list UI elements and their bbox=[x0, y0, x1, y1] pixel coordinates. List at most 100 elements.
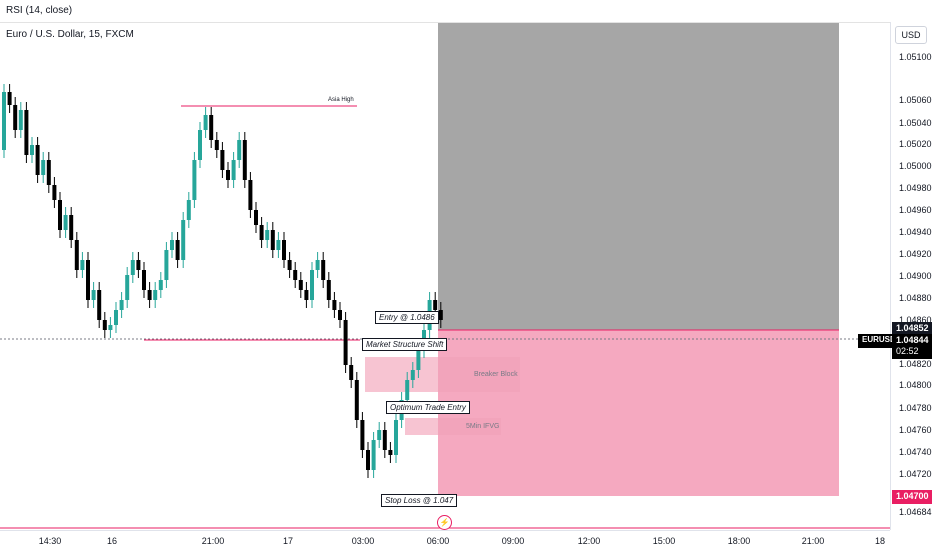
candle bbox=[366, 450, 370, 470]
current-price-tag: 1.04852 bbox=[892, 322, 932, 336]
stop-price-tag: 1.04700 bbox=[892, 490, 932, 504]
candle bbox=[343, 320, 348, 365]
candle bbox=[91, 290, 96, 300]
candle bbox=[321, 260, 326, 280]
candle bbox=[360, 420, 365, 450]
time-tick: 15:00 bbox=[652, 536, 676, 546]
time-tick: 14:30 bbox=[38, 536, 62, 546]
candle bbox=[86, 260, 90, 300]
time-tick: 18:00 bbox=[727, 536, 751, 546]
candle bbox=[198, 130, 202, 160]
candle bbox=[186, 200, 191, 220]
candle bbox=[63, 215, 68, 230]
candle bbox=[220, 150, 225, 170]
candle bbox=[293, 270, 298, 280]
candle bbox=[18, 110, 23, 130]
candle bbox=[388, 450, 393, 455]
candle bbox=[46, 160, 51, 185]
candle bbox=[24, 110, 29, 155]
candle bbox=[282, 240, 286, 260]
price-tick: 1.04684 bbox=[899, 507, 932, 517]
candle bbox=[298, 280, 303, 290]
candle bbox=[270, 230, 275, 250]
fvg-label: 5Min IFVG bbox=[466, 423, 500, 430]
candle bbox=[125, 275, 130, 300]
candle bbox=[405, 380, 410, 400]
candle bbox=[203, 115, 208, 130]
time-tick: 17 bbox=[282, 536, 294, 546]
price-tick: 1.04880 bbox=[899, 293, 932, 303]
candle bbox=[254, 210, 258, 225]
time-tick: 16 bbox=[106, 536, 118, 546]
candle bbox=[349, 365, 354, 380]
candle bbox=[433, 300, 438, 310]
price-tick: 1.04820 bbox=[899, 359, 932, 369]
candle bbox=[209, 115, 214, 140]
candle bbox=[338, 310, 342, 320]
candle bbox=[175, 240, 180, 260]
currency-button[interactable]: USD bbox=[895, 26, 927, 44]
price-tick: 1.04960 bbox=[899, 205, 932, 215]
time-tick: 09:00 bbox=[501, 536, 525, 546]
price-tick: 1.05020 bbox=[899, 139, 932, 149]
time-axis[interactable] bbox=[0, 530, 890, 551]
candle bbox=[326, 280, 331, 300]
price-tick: 1.05060 bbox=[899, 95, 932, 105]
candle bbox=[276, 240, 281, 250]
candle bbox=[410, 370, 415, 380]
candle bbox=[265, 230, 270, 240]
candle bbox=[310, 270, 314, 300]
candle bbox=[354, 380, 359, 420]
flash-icon[interactable]: ⚡ bbox=[437, 515, 452, 530]
candle bbox=[382, 430, 387, 450]
candle bbox=[130, 260, 135, 275]
price-chart[interactable] bbox=[0, 0, 890, 550]
candle bbox=[259, 225, 264, 240]
price-tick: 1.04760 bbox=[899, 425, 932, 435]
candle bbox=[7, 92, 12, 105]
candle bbox=[13, 105, 18, 130]
price-tick: 1.04860 bbox=[899, 315, 932, 325]
candle bbox=[58, 200, 62, 230]
candle bbox=[102, 320, 107, 330]
stop-loss-label: Stop Loss @ 1.047 bbox=[381, 494, 458, 507]
candle bbox=[226, 170, 230, 180]
candle bbox=[108, 325, 113, 330]
price-tick: 1.04780 bbox=[899, 403, 932, 413]
candle bbox=[80, 260, 85, 270]
candle bbox=[74, 240, 79, 270]
time-tick: 18 bbox=[874, 536, 886, 546]
candle bbox=[114, 310, 118, 325]
candle bbox=[394, 420, 398, 455]
candle bbox=[35, 145, 40, 175]
candle bbox=[136, 260, 141, 270]
candle bbox=[41, 160, 46, 175]
target-zone bbox=[438, 22, 839, 330]
countdown-tag: 02:52 bbox=[892, 345, 932, 359]
price-tick: 1.05100 bbox=[899, 52, 932, 62]
symbol-title[interactable]: Euro / U.S. Dollar, 15, FXCM bbox=[6, 29, 134, 40]
candle bbox=[181, 220, 186, 260]
price-tick: 1.04800 bbox=[899, 380, 932, 390]
candle bbox=[153, 290, 158, 300]
candle bbox=[214, 140, 219, 150]
price-tick: 1.05000 bbox=[899, 161, 932, 171]
candle bbox=[2, 92, 6, 150]
indicator-label[interactable]: RSI (14, close) bbox=[6, 5, 73, 16]
candle bbox=[237, 140, 242, 160]
candle bbox=[158, 280, 163, 290]
top-bar: RSI (14, close) bbox=[0, 0, 932, 23]
time-tick: 21:00 bbox=[801, 536, 825, 546]
candle bbox=[164, 250, 169, 280]
entry-label: Entry @ 1.0486 bbox=[375, 311, 439, 324]
breaker-label: Breaker Block bbox=[474, 371, 518, 378]
price-axis[interactable] bbox=[890, 22, 932, 530]
candle bbox=[416, 350, 421, 370]
candle bbox=[231, 160, 236, 180]
symbol-tag: EURUSD bbox=[858, 334, 900, 348]
candle bbox=[170, 240, 174, 250]
time-tick: 06:00 bbox=[426, 536, 450, 546]
time-tick: 12:00 bbox=[577, 536, 601, 546]
candle bbox=[287, 260, 292, 270]
candle bbox=[242, 140, 247, 180]
